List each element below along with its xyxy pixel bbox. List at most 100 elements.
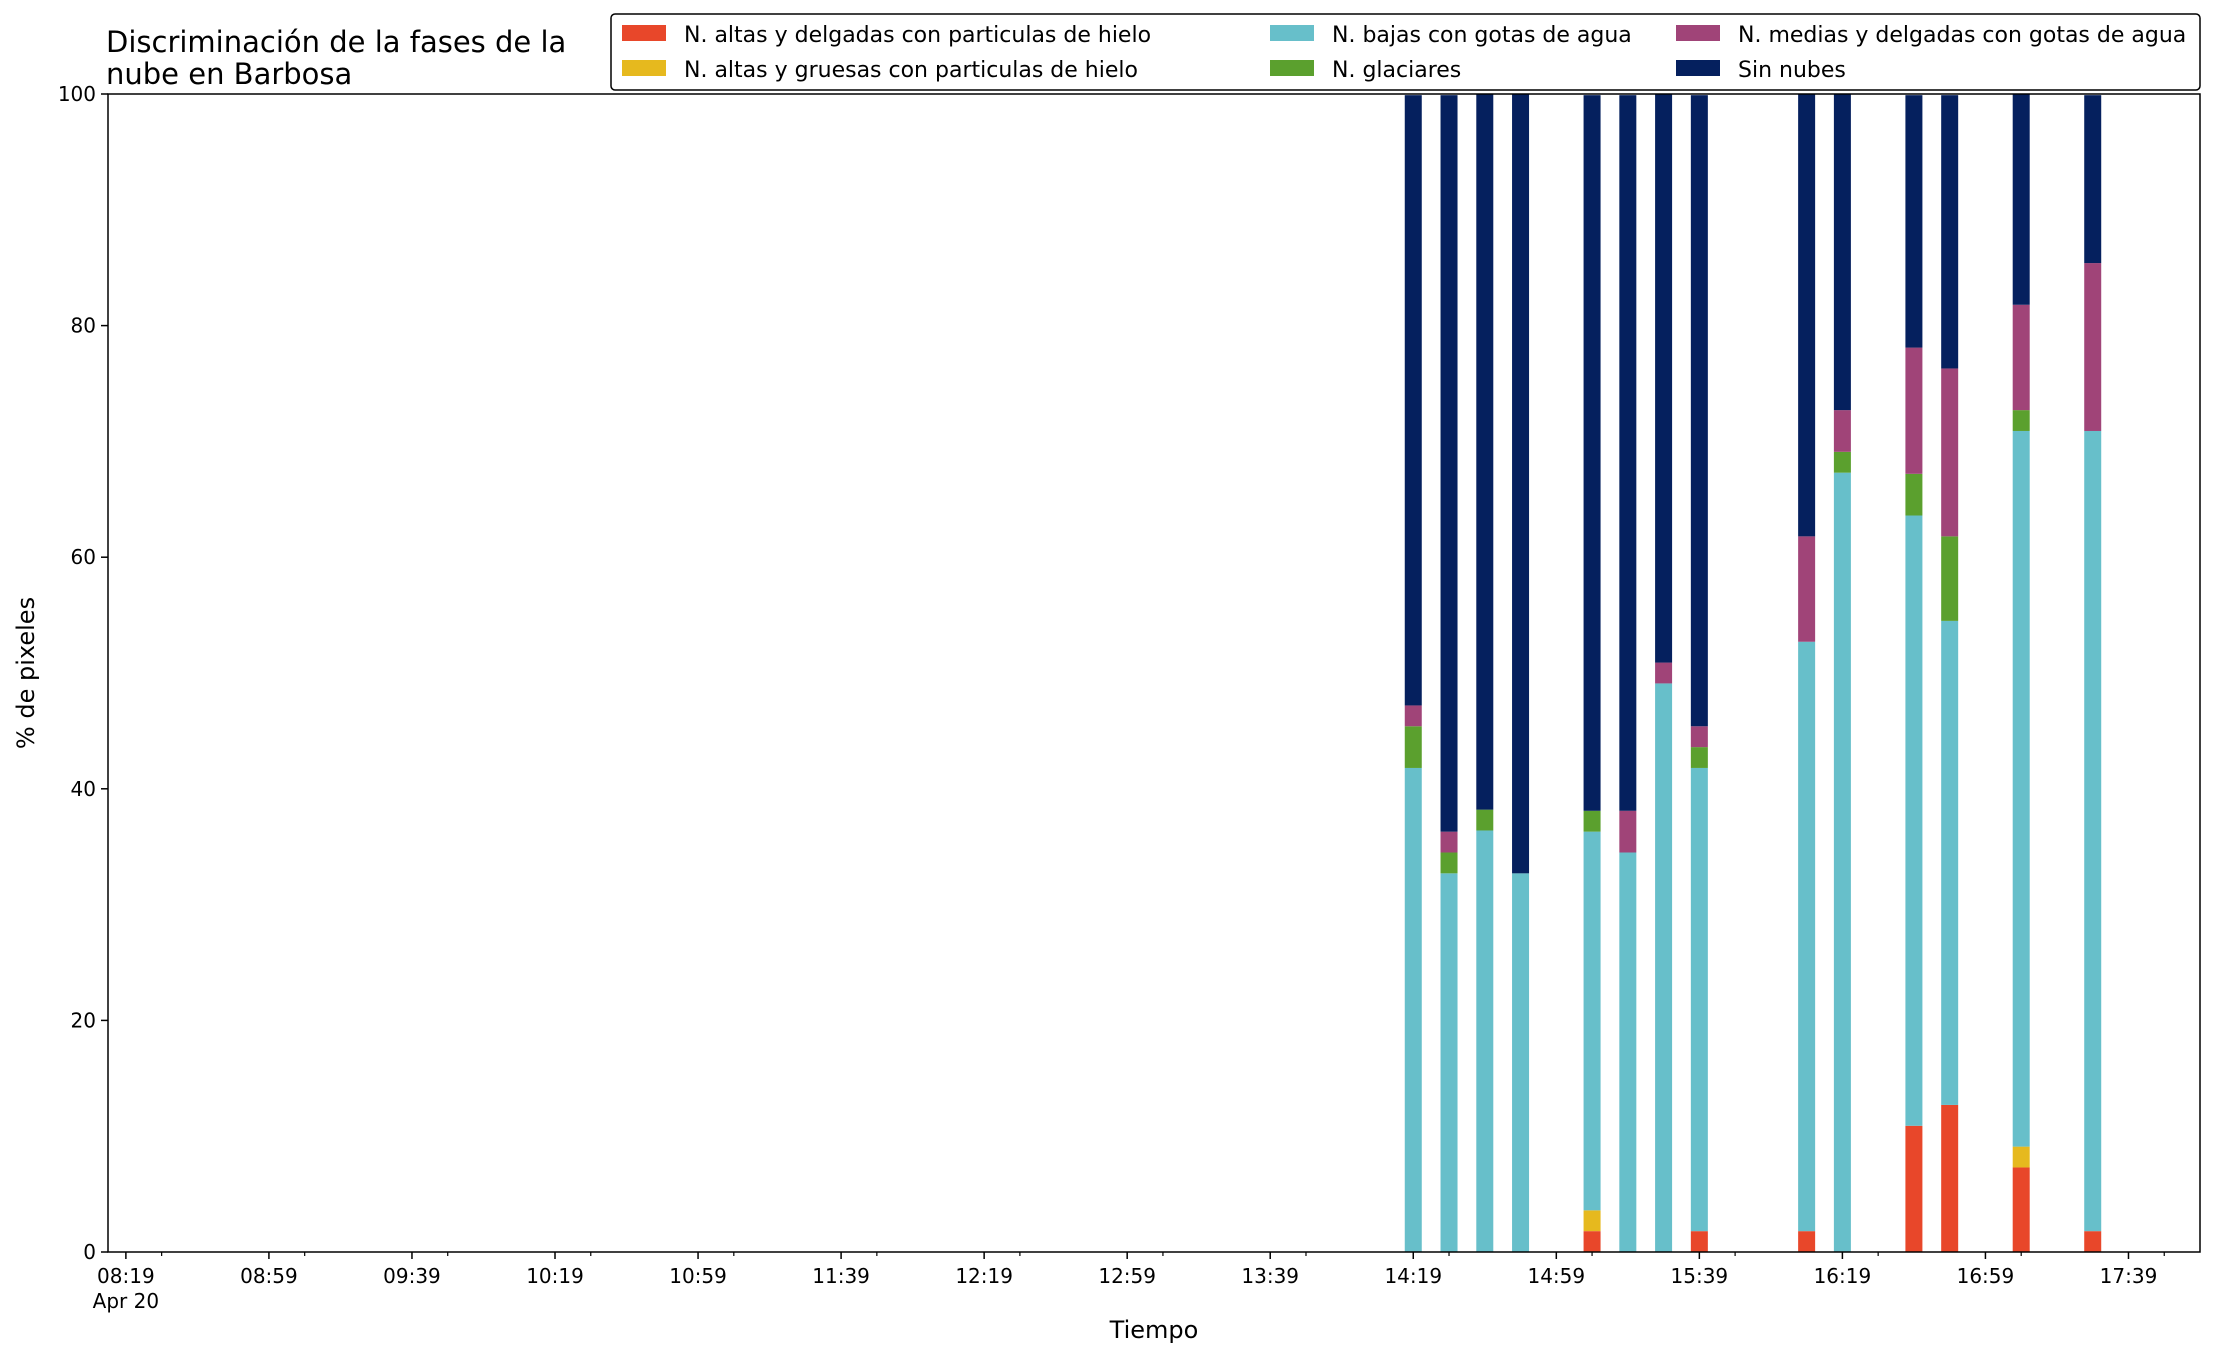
- legend-swatch-5: [1676, 60, 1720, 76]
- bar-segment-12-0: [2012, 1167, 2030, 1252]
- bar-segment-6-2: [1655, 683, 1673, 1252]
- bar-segment-10-2: [1905, 515, 1923, 1126]
- legend-swatch-1: [622, 60, 666, 76]
- legend-label-5: Sin nubes: [1738, 58, 1846, 83]
- bar-segment-4-5: [1583, 95, 1601, 811]
- bar-segment-9-4: [1833, 410, 1851, 452]
- bar-segment-11-0: [1941, 1104, 1959, 1252]
- bar-segment-13-4: [2084, 263, 2102, 431]
- bar-segment-4-0: [1583, 1231, 1601, 1252]
- legend-label-3: N. glaciares: [1332, 58, 1461, 83]
- bar-segment-2-2: [1476, 830, 1494, 1252]
- bar-segment-7-2: [1690, 767, 1708, 1232]
- bar-segment-12-1: [2012, 1146, 2030, 1168]
- x-tick-label-3: 10:19: [526, 1264, 584, 1288]
- x-axis-label: Tiempo: [1109, 1316, 1199, 1344]
- bar-segment-12-4: [2012, 304, 2030, 411]
- legend-swatch-2: [1270, 25, 1314, 41]
- x-tick-label-13: 16:59: [1957, 1264, 2015, 1288]
- bar-segment-5-4: [1619, 810, 1637, 853]
- bar-segment-13-2: [2084, 430, 2102, 1232]
- bar-segment-9-3: [1833, 451, 1851, 473]
- bar-segment-1-2: [1440, 873, 1458, 1252]
- bar-segment-5-5: [1619, 95, 1637, 811]
- y-tick-label-5: 100: [58, 82, 96, 106]
- x-tick-label-8: 13:39: [1241, 1264, 1299, 1288]
- plot-frame: [107, 93, 2201, 1253]
- bar-segment-8-5: [1798, 94, 1816, 537]
- x-tick-label-7: 12:59: [1098, 1264, 1156, 1288]
- legend-label-0: N. altas y delgadas con particulas de hi…: [684, 23, 1151, 48]
- y-axis-label: % de pixeles: [12, 597, 40, 749]
- chart-title-line-2: nube en Barbosa: [106, 57, 352, 91]
- x-tick-label-4: 10:59: [669, 1264, 727, 1288]
- bar-segment-1-4: [1440, 831, 1458, 853]
- legend: N. altas y delgadas con particulas de hi…: [610, 13, 2201, 91]
- x-tick-label-14: 17:39: [2100, 1264, 2158, 1288]
- bar-segment-0-2: [1404, 767, 1422, 1252]
- legend-frame: [610, 13, 2201, 91]
- bar-segment-0-3: [1404, 726, 1422, 768]
- bar-segment-13-0: [2084, 1231, 2102, 1252]
- x-tick-label-6: 12:19: [955, 1264, 1013, 1288]
- x-tick-sublabel-0: Apr 20: [93, 1289, 159, 1313]
- y-tick-label-4: 80: [71, 314, 96, 338]
- legend-swatch-0: [622, 25, 666, 41]
- bar-segment-5-2: [1619, 852, 1637, 1252]
- bar-segment-11-2: [1941, 620, 1959, 1105]
- x-tick-label-10: 14:59: [1527, 1264, 1585, 1288]
- bar-segment-7-4: [1690, 726, 1708, 748]
- bar-segment-9-5: [1833, 94, 1851, 411]
- y-tick-label-2: 40: [71, 777, 96, 801]
- bar-segment-12-5: [2012, 94, 2030, 305]
- bar-segment-7-3: [1690, 747, 1708, 768]
- bar-segment-1-3: [1440, 852, 1458, 874]
- bar-segment-6-4: [1655, 662, 1673, 684]
- legend-label-1: N. altas y gruesas con particulas de hie…: [684, 58, 1138, 83]
- y-tick-label-0: 0: [83, 1240, 96, 1264]
- bar-segment-8-2: [1798, 641, 1816, 1232]
- bar-segment-12-2: [2012, 430, 2030, 1147]
- bar-segment-11-3: [1941, 536, 1959, 621]
- bar-segment-0-5: [1404, 95, 1422, 706]
- y-tick-label-1: 20: [71, 1008, 96, 1032]
- bar-segment-10-4: [1905, 347, 1923, 474]
- bar-segment-0-4: [1404, 705, 1422, 727]
- bar-segment-10-0: [1905, 1125, 1923, 1252]
- x-tick-label-0: 08:19: [97, 1264, 155, 1288]
- bar-segment-11-5: [1941, 95, 1959, 369]
- bar-segment-12-3: [2012, 410, 2030, 431]
- legend-swatch-3: [1270, 60, 1314, 76]
- chart-title: Discriminación de la fases de la nube en…: [106, 25, 566, 91]
- bar-segment-10-3: [1905, 473, 1923, 516]
- bar-segment-8-4: [1798, 536, 1816, 642]
- bar-segment-10-5: [1905, 95, 1923, 348]
- bar-segment-7-5: [1690, 95, 1708, 727]
- bar-segment-13-5: [2084, 95, 2102, 264]
- bar-segment-2-5: [1476, 94, 1494, 810]
- x-tick-label-9: 14:19: [1384, 1264, 1442, 1288]
- bar-segment-2-3: [1476, 809, 1494, 831]
- bar-segment-4-3: [1583, 810, 1601, 832]
- x-tick-label-2: 09:39: [383, 1264, 441, 1288]
- bar-segment-6-5: [1655, 94, 1673, 663]
- legend-swatch-4: [1676, 25, 1720, 41]
- y-axis: 0 20 40 60 80 100: [58, 82, 108, 1264]
- bar-segment-8-0: [1798, 1231, 1816, 1252]
- x-tick-label-11: 15:39: [1671, 1264, 1729, 1288]
- bar-segment-9-2: [1833, 472, 1851, 1252]
- bar-segment-4-1: [1583, 1210, 1601, 1232]
- bar-segment-3-5: [1512, 94, 1530, 874]
- legend-label-4: N. medias y delgadas con gotas de agua: [1738, 23, 2186, 48]
- bar-segment-3-2: [1512, 873, 1530, 1252]
- x-tick-label-12: 16:19: [1814, 1264, 1872, 1288]
- x-tick-label-1: 08:59: [240, 1264, 298, 1288]
- bar-segment-11-4: [1941, 368, 1959, 537]
- x-tick-label-5: 11:39: [812, 1264, 870, 1288]
- bar-segment-7-0: [1690, 1231, 1708, 1252]
- bars-layer: [1404, 94, 2102, 1252]
- bar-segment-4-2: [1583, 831, 1601, 1211]
- chart-title-line-1: Discriminación de la fases de la: [106, 25, 566, 59]
